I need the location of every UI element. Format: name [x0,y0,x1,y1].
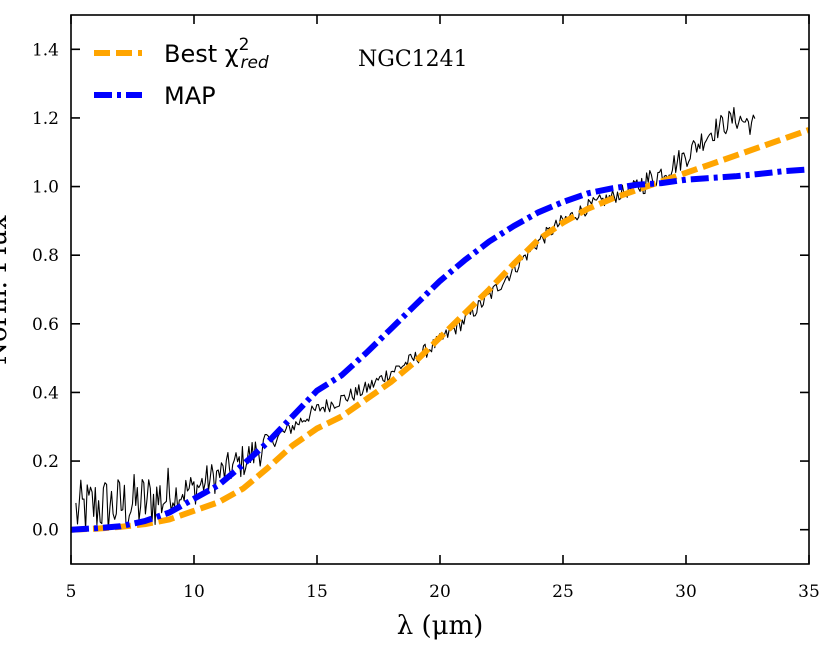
legend-label-map: MAP [164,82,216,110]
y-tick-label-6: 1.2 [32,109,59,129]
y-tick-label-3: 0.6 [32,315,59,335]
x-tick-label-0: 5 [66,582,77,602]
plot-area [71,15,809,564]
galaxy-name-annotation: NGC1241 [358,47,468,72]
series-best-chi2-red [71,127,809,533]
x-tick-label-1: 10 [183,582,205,602]
x-tick-label-6: 35 [798,582,820,602]
y-tick-label-0: 0.0 [32,521,59,541]
x-tick-label-4: 25 [552,582,574,602]
y-tick-label-5: 1.0 [32,178,59,198]
legend-label-best-chi2-sub: red [240,53,268,73]
x-axis-label: λ (μm) [397,611,484,641]
legend-label-best-chi2: Best χ2 red [164,35,269,73]
x-tick-label-2: 15 [306,582,328,602]
y-tick-label-2: 0.4 [32,383,59,403]
tick-labels: 5 10 15 20 25 30 35 0.0 0.2 0.4 0.6 0.8 1.0 1.2 1.4 [32,40,820,602]
y-tick-label-7: 1.4 [32,40,59,60]
plot-frame [70,14,810,565]
series-map [71,166,809,533]
legend: Best χ2 red MAP [94,35,269,110]
legend-label-best-chi2-main: Best χ [164,40,239,68]
y-tick-label-1: 0.2 [32,452,59,472]
legend-label-best-chi2-sup: 2 [239,35,250,55]
y-axis-label: Norm. Flux [0,215,13,365]
x-tick-label-3: 20 [429,582,451,602]
series-layer [71,107,809,533]
x-tick-label-5: 30 [675,582,697,602]
series-observed-spectrum [75,107,756,531]
ticks [70,15,810,564]
y-tick-label-4: 0.8 [32,246,59,266]
